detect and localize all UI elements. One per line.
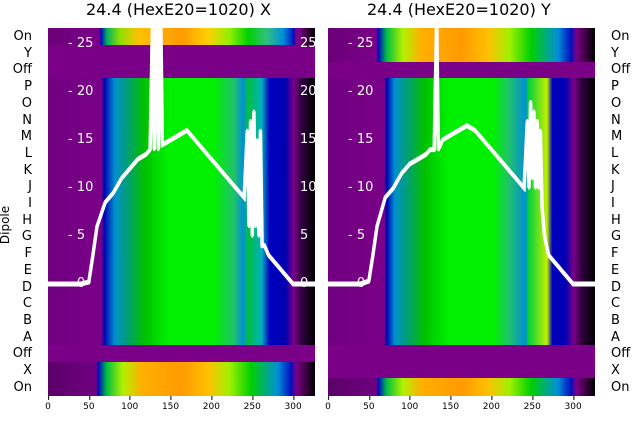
row-label-r: I [611, 196, 615, 211]
overlay-y-tick: - 20 [68, 84, 94, 99]
row-label-r: J [611, 179, 615, 195]
row-label-l: On [13, 29, 32, 44]
overlay-y-tick: - 25 [68, 36, 94, 51]
overlay-y-tick: - 15 [68, 132, 94, 147]
row-label-r: X [611, 363, 620, 378]
row-label-l: J [28, 179, 32, 195]
x-tick-label: 100 [121, 396, 139, 412]
overlay-y-tick: - 25 [348, 36, 374, 51]
overlay-y-tick: - 15 [348, 132, 374, 147]
x-tick-label: 250 [523, 396, 541, 412]
row-label-l: X [23, 363, 32, 378]
overlay-y-tick: 15 [300, 132, 315, 147]
row-label-r: D [611, 279, 622, 295]
row-label-r: M [611, 129, 623, 145]
x-tick-label: 0 [45, 396, 51, 412]
row-label-l: L [24, 145, 32, 161]
x-tick-label: 200 [482, 396, 500, 412]
x-tick-label: 250 [243, 396, 261, 412]
overlay-y-tick: - 5 [68, 228, 86, 243]
row-label-l: N [22, 112, 32, 128]
row-label-r: Y [611, 45, 619, 61]
overlay-y-tick: 25 [300, 36, 315, 51]
row-label-l: F [24, 246, 32, 262]
overlay-y-tick: 5 [300, 228, 309, 243]
x-tick-label: 50 [363, 396, 375, 412]
overlay-line-Y [328, 28, 595, 287]
row-label-l: P [24, 79, 32, 95]
row-label-r: Off [611, 346, 631, 362]
row-label-r: F [611, 246, 619, 262]
overlay-y-tick: - 0 [68, 276, 86, 291]
row-label-r: E [611, 262, 620, 278]
overlay-lines-y [328, 28, 595, 287]
row-label-l: B [23, 312, 32, 328]
row-label-r: P [611, 79, 619, 95]
row-label-r: On [611, 29, 630, 44]
x-tick-label: 200 [202, 396, 220, 412]
overlay-y-tick: 0 [300, 276, 309, 291]
row-label-r: O [611, 95, 622, 111]
overlay-y-tick: 20 [300, 84, 315, 99]
row-label-l: I [28, 196, 32, 211]
row-label-l: E [23, 262, 32, 278]
row-label-r: On [611, 379, 630, 395]
overlay-y-tick: - 10 [68, 180, 94, 195]
x-tick-label: 0 [325, 396, 331, 412]
row-label-r: H [611, 212, 621, 228]
row-label-r: K [611, 162, 620, 178]
x-tick-label: 150 [161, 396, 180, 412]
row-label-r: B [611, 312, 620, 328]
overlay-y-tick: - 10 [348, 180, 374, 195]
overlay-line-Y [328, 28, 595, 286]
row-label-l: G [21, 229, 32, 245]
row-label-l: Off [12, 62, 32, 78]
row-label-r: N [611, 112, 621, 128]
x-tick-label: 150 [441, 396, 460, 412]
row-label-r: A [611, 329, 620, 345]
title-x: 24.4 (HexE20=1020) X [86, 0, 271, 19]
row-label-l: K [23, 162, 32, 178]
overlay-y-tick: 10 [300, 180, 315, 195]
overlay-y-tick: - 20 [348, 84, 374, 99]
title-y: 24.4 (HexE20=1020) Y [367, 0, 551, 19]
heatmap-x: - 0 - 5 - 10 - 15 - 20 - 25 0 5 10 15 20 25 [48, 28, 315, 396]
row-label-l: Y [24, 45, 32, 61]
row-label-l: On [13, 379, 32, 395]
row-label-l: A [23, 329, 32, 345]
overlay-line-Y [328, 28, 595, 284]
row-label-l: C [22, 296, 32, 312]
x-tick-label: 50 [83, 396, 95, 412]
row-label-l: O [21, 95, 32, 111]
row-label-r: L [611, 145, 619, 161]
overlay-lines-x [48, 28, 315, 287]
row-label-l: M [20, 129, 32, 145]
row-label-r: Off [611, 62, 631, 78]
row-label-l: H [22, 212, 32, 228]
row-label-l: Off [12, 346, 32, 362]
overlay-y-tick: - 5 [348, 228, 366, 243]
row-label-l: D [21, 279, 32, 295]
x-tick-label: 300 [564, 396, 582, 412]
row-label-r: G [611, 229, 622, 245]
overlay-line-X [48, 28, 315, 284]
x-tick-label: 100 [401, 396, 419, 412]
x-tick-label: 300 [284, 396, 302, 412]
row-label-r: C [611, 296, 621, 312]
heatmap-y: - 0 - 5 - 10 - 15 - 20 - 25 [328, 28, 595, 396]
overlay-line-X [48, 28, 315, 287]
overlay-line-X [48, 28, 315, 286]
overlay-y-tick: - 0 [348, 276, 366, 291]
